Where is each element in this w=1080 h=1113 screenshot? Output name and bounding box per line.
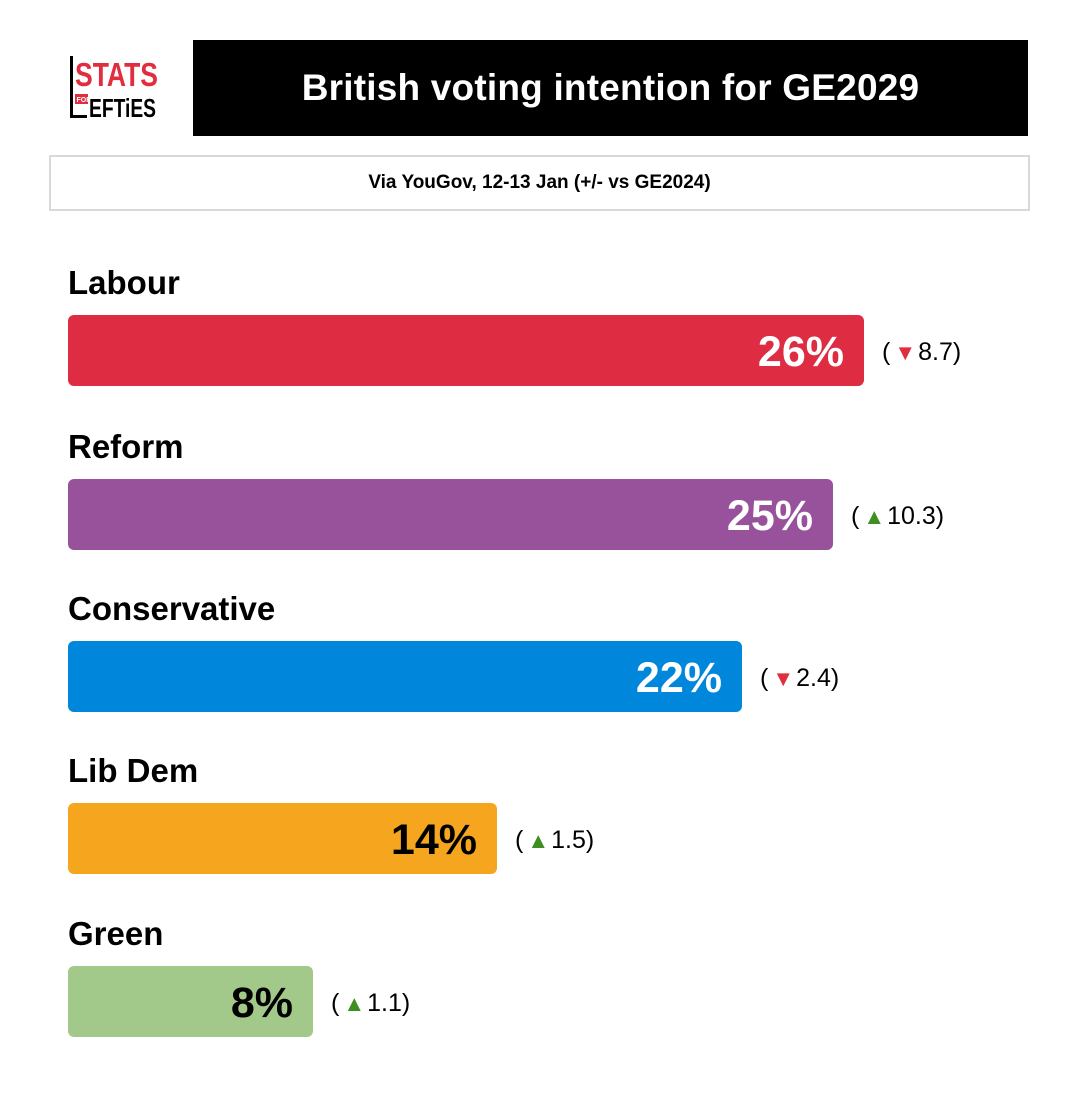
bar-value-label: 26% (757, 328, 844, 376)
change-value: 8.7 (918, 338, 953, 366)
title-banner: British voting intention for GE2029 (193, 40, 1028, 136)
change-value: 1.5 (551, 826, 586, 854)
bar-value-label: 8% (230, 979, 293, 1027)
change-label: (▲1.5) (515, 826, 595, 854)
stats-for-lefties-logo: STATS FOR EFTiES (70, 56, 160, 120)
bar: 14% (68, 803, 497, 874)
bar-value-label: 25% (726, 492, 813, 540)
subtitle-box: Via YouGov, 12-13 Jan (+/- vs GE2024) (49, 155, 1030, 211)
down-triangle-icon: ▼ (772, 666, 795, 691)
bar-value-label: 14% (390, 816, 477, 864)
bar: 25% (68, 479, 833, 550)
change-label: (▲10.3) (851, 502, 945, 530)
bar-row: Lib Dem 14% (▲1.5) (0, 753, 1080, 893)
bar-value-label: 22% (635, 654, 722, 702)
logo-line-1: STATS (75, 56, 158, 93)
chart-title: British voting intention for GE2029 (301, 67, 920, 108)
bar-row: Conservative 22% (▼2.4) (0, 591, 1080, 731)
change-value: 10.3 (887, 502, 936, 530)
down-triangle-icon: ▼ (894, 340, 917, 365)
logo-line-2: EFTiES (89, 93, 156, 120)
bar-row: Reform 25% (▲10.3) (0, 429, 1080, 569)
chart-subtitle: Via YouGov, 12-13 Jan (+/- vs GE2024) (368, 172, 711, 193)
change-label: (▼2.4) (760, 664, 840, 692)
bar: 8% (68, 966, 313, 1037)
change-value: 1.1 (367, 989, 402, 1017)
logo-graphic: STATS FOR EFTiES (70, 56, 158, 120)
bar: 22% (68, 641, 742, 712)
change-value: 2.4 (796, 664, 831, 692)
category-label: Lib Dem (68, 752, 199, 789)
category-label: Conservative (68, 590, 276, 627)
up-triangle-icon: ▲ (863, 504, 886, 529)
up-triangle-icon: ▲ (343, 991, 366, 1016)
up-triangle-icon: ▲ (527, 828, 550, 853)
bar-row: Labour 26% (▼8.7) (0, 265, 1080, 405)
bar-row: Green 8% (▲1.1) (0, 916, 1080, 1056)
category-label: Labour (68, 264, 180, 301)
category-label: Reform (68, 428, 184, 465)
change-label: (▼8.7) (882, 338, 962, 366)
change-label: (▲1.1) (331, 989, 411, 1017)
bar: 26% (68, 315, 864, 386)
category-label: Green (68, 915, 164, 952)
logo-line-2-small: FOR (77, 97, 92, 104)
